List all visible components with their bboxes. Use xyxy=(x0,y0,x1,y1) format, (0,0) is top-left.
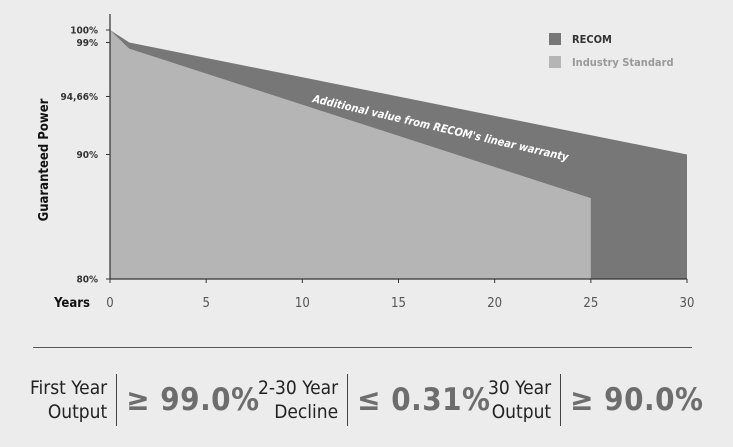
x-tick-labels: 0 5 10 15 20 25 30 xyxy=(106,279,694,311)
x-tick-label: 20 xyxy=(487,296,502,311)
x-tick-label: 25 xyxy=(583,296,598,311)
y-tick-label: 90% xyxy=(76,150,98,161)
warranty-chart: 100%99% 94,66% 90% 80% 0 5 10 15 20 25 30 Guarant… xyxy=(37,14,694,311)
y-axis-title: Guaranteed Power xyxy=(37,98,52,221)
divider xyxy=(33,347,692,348)
stat-decline: 2-30 Year Decline ≤ 0.31% xyxy=(258,370,490,430)
legend-label: Industry Standard xyxy=(572,56,674,69)
stat-label-line2: Output xyxy=(491,401,552,423)
y-tick-label: 100% xyxy=(70,26,98,37)
stat-label-line2: Output xyxy=(47,401,108,423)
x-tick-label: 15 xyxy=(391,296,406,311)
area-industry-standard xyxy=(110,30,591,279)
stat-first-year: First Year Output ≥ 99.0% xyxy=(30,370,260,430)
stat-value: ≥ 90.0% xyxy=(570,382,704,418)
legend: RECOM Industry Standard xyxy=(549,33,674,69)
stat-label-line1: First Year xyxy=(30,377,108,399)
x-tick-label: 0 xyxy=(106,296,113,311)
x-tick-label: 30 xyxy=(680,296,695,311)
stat-value: ≤ 0.31% xyxy=(357,382,491,418)
stat-separator xyxy=(347,374,349,426)
x-tick-label: 10 xyxy=(295,296,310,311)
stat-label-line1: 30 Year xyxy=(488,377,552,399)
stat-30-year: 30 Year Output ≥ 90.0% xyxy=(488,370,703,430)
stat-separator xyxy=(116,374,118,426)
y-tick-label: 80% xyxy=(76,275,98,286)
stat-value: ≥ 99.0% xyxy=(126,382,260,418)
stat-label-line2: Decline xyxy=(274,401,339,423)
legend-label: RECOM xyxy=(572,33,612,46)
stat-label: 2-30 Year Decline xyxy=(258,376,338,424)
stat-separator xyxy=(560,374,562,426)
stat-label: 30 Year Output xyxy=(488,376,551,424)
stat-label: First Year Output xyxy=(30,376,107,424)
legend-swatch xyxy=(549,56,561,68)
stat-label-line1: 2-30 Year xyxy=(258,377,339,399)
y-tick-labels: 100%99% 94,66% 90% 80% xyxy=(61,26,110,286)
x-axis-title: Years xyxy=(53,296,90,311)
y-tick-label: 94,66% xyxy=(61,92,98,103)
x-tick-label: 5 xyxy=(202,296,209,311)
chart-areas xyxy=(110,30,687,279)
y-tick-label: 99% xyxy=(76,38,98,49)
legend-swatch xyxy=(549,33,561,45)
